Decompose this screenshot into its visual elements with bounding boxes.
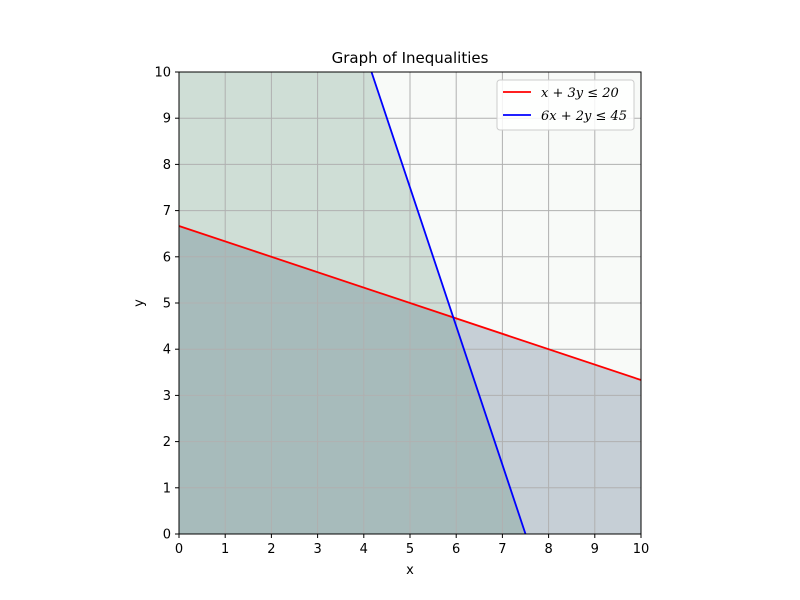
y-axis-label: y: [132, 299, 147, 307]
legend-label-2: 6x + 2y ≤ 45: [541, 109, 627, 124]
y-tick-label: 1: [163, 481, 171, 496]
legend: x + 3y ≤ 20 6x + 2y ≤ 45: [496, 79, 635, 131]
y-tick-label: 10: [154, 66, 171, 81]
y-tick-label: 6: [163, 250, 171, 265]
x-tick-label: 3: [313, 542, 321, 557]
y-tick-label: 0: [163, 528, 171, 543]
x-tick-label: 6: [452, 542, 460, 557]
chart-title: Graph of Inequalities: [332, 49, 489, 67]
series-line-1: [178, 225, 642, 381]
x-tick-label: 9: [591, 542, 599, 557]
y-tick-label: 2: [163, 435, 171, 450]
x-tick-label: 1: [221, 542, 229, 557]
legend-box: [496, 79, 635, 131]
x-tick-label: 10: [633, 542, 650, 557]
x-axis-label: x: [406, 563, 414, 578]
x-tick-label: 5: [406, 542, 414, 557]
y-tick-label: 8: [163, 158, 171, 173]
x-tick-label: 8: [544, 542, 552, 557]
y-tick-label: 3: [163, 389, 171, 404]
x-tick-label: 7: [498, 542, 506, 557]
y-tick-label: 4: [163, 343, 171, 358]
x-axis-ticks: 0 1 2 3 4 5 6 7 8 9 10: [175, 534, 649, 557]
x-tick-label: 4: [360, 542, 368, 557]
y-tick-label: 5: [163, 297, 171, 312]
series-line-2: [370, 71, 527, 535]
legend-label-1: x + 3y ≤ 20: [541, 86, 619, 101]
x-tick-label: 2: [267, 542, 275, 557]
series-lines: [178, 71, 642, 535]
y-axis-ticks: 0 1 2 3 4 5 6 7 8 9 10: [154, 66, 179, 543]
x-tick-label: 0: [175, 542, 183, 557]
y-tick-label: 9: [163, 112, 171, 127]
y-tick-label: 7: [163, 204, 171, 219]
